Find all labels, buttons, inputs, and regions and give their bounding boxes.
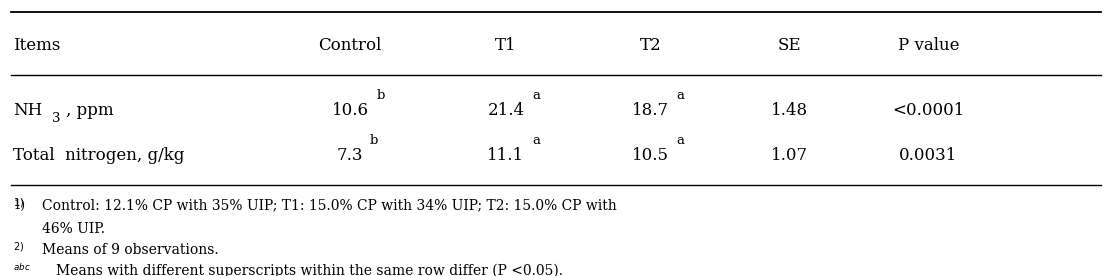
Text: T2: T2 (639, 37, 662, 54)
Text: , ppm: , ppm (66, 102, 113, 119)
Text: b: b (369, 134, 378, 147)
Text: T1: T1 (495, 37, 517, 54)
Text: a: a (676, 134, 685, 147)
Text: 7.3: 7.3 (337, 147, 364, 164)
Text: a: a (677, 89, 685, 102)
Text: Total  nitrogen, g/kg: Total nitrogen, g/kg (13, 147, 185, 164)
Text: 1.48: 1.48 (771, 102, 808, 119)
Text: 1.07: 1.07 (771, 147, 808, 164)
Text: b: b (376, 89, 385, 102)
Text: 11.1: 11.1 (487, 147, 525, 164)
Text: 3: 3 (52, 112, 61, 125)
Text: Control: 12.1% CP with 35% UIP; T1: 15.0% CP with 34% UIP; T2: 15.0% CP with: Control: 12.1% CP with 35% UIP; T1: 15.0… (42, 199, 617, 213)
Text: Control: Control (319, 37, 381, 54)
Text: 10.6: 10.6 (331, 102, 369, 119)
Text: Items: Items (13, 37, 61, 54)
Text: $^{abc}$: $^{abc}$ (13, 264, 31, 276)
Text: $^{1)}$: $^{1)}$ (13, 199, 24, 213)
Text: Means of 9 observations.: Means of 9 observations. (42, 243, 219, 257)
Text: a: a (533, 89, 540, 102)
Text: SE: SE (777, 37, 802, 54)
Text: P value: P value (897, 37, 960, 54)
Text: 0.0031: 0.0031 (900, 147, 957, 164)
Text: 1): 1) (13, 199, 26, 212)
Text: Means with different superscripts within the same row differ (P <0.05).: Means with different superscripts within… (56, 263, 563, 276)
Text: 46% UIP.: 46% UIP. (42, 222, 106, 236)
Text: <0.0001: <0.0001 (892, 102, 965, 119)
Text: 21.4: 21.4 (487, 102, 525, 119)
Text: 10.5: 10.5 (632, 147, 669, 164)
Text: a: a (533, 134, 540, 147)
Text: $^{2)}$: $^{2)}$ (13, 243, 24, 257)
Text: 18.7: 18.7 (632, 102, 669, 119)
Text: NH: NH (13, 102, 42, 119)
